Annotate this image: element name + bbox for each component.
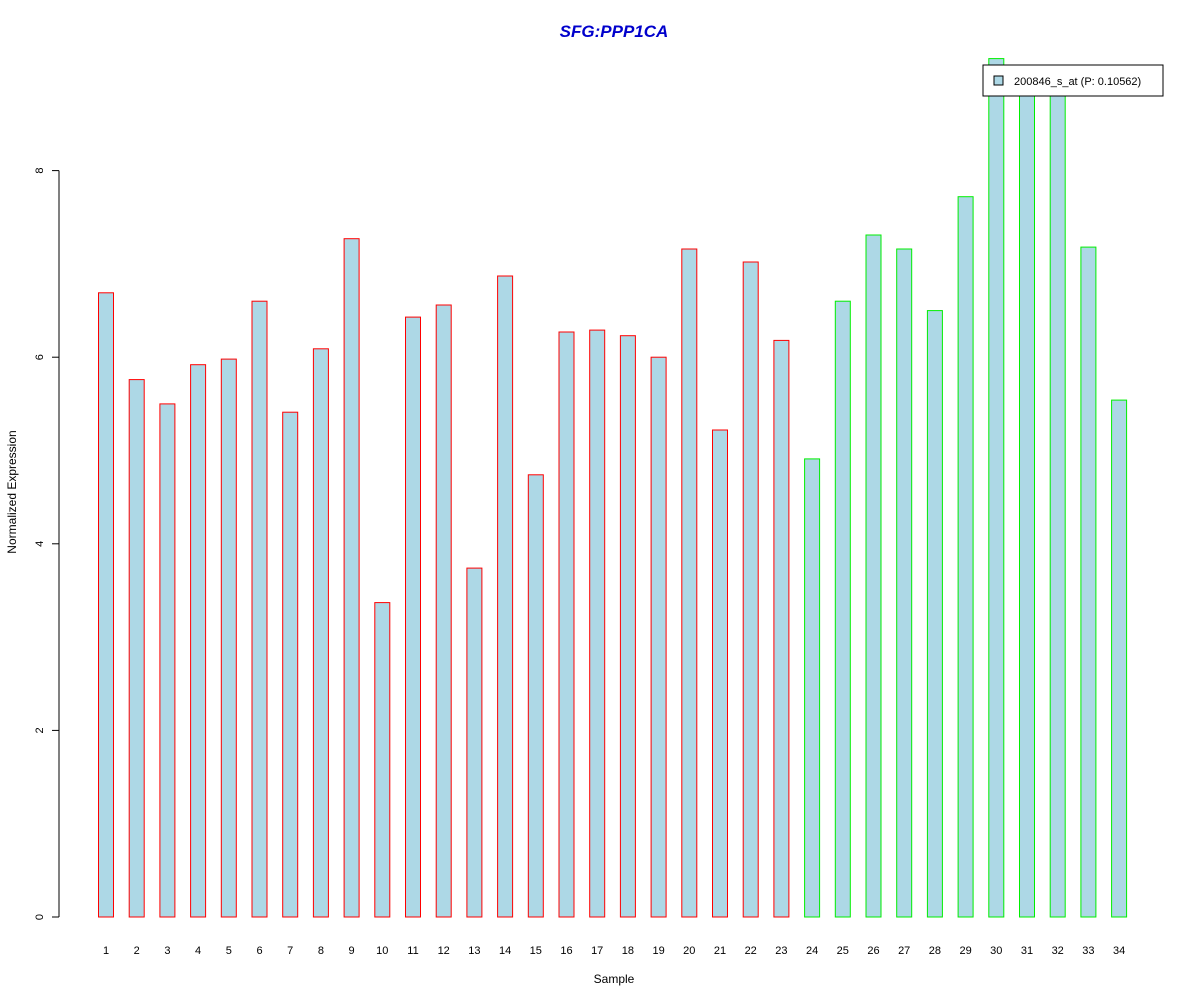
bar-33 — [1080, 246, 1097, 918]
x-tick-label: 4 — [195, 945, 201, 957]
x-tick-label: 32 — [1052, 945, 1064, 957]
bar-30 — [988, 58, 1005, 918]
x-tick-label: 10 — [376, 945, 388, 957]
x-tick-label: 17 — [591, 945, 603, 957]
x-tick-label: 29 — [959, 945, 971, 957]
y-axis-label: Normalized Expression — [5, 430, 19, 553]
x-tick-label: 33 — [1082, 945, 1094, 957]
x-tick-label: 20 — [683, 945, 695, 957]
x-tick-label: 1 — [103, 945, 109, 957]
x-tick-label: 9 — [349, 945, 355, 957]
bars-group — [98, 58, 1128, 918]
bar-31 — [1019, 76, 1035, 918]
x-tick-label: 23 — [775, 945, 787, 957]
bar-3 — [159, 403, 176, 918]
bar-15 — [527, 474, 544, 918]
bar-13 — [466, 567, 483, 918]
y-tick-label: 4 — [34, 541, 46, 547]
bar-6 — [251, 300, 268, 918]
bar-20 — [681, 248, 698, 918]
bar-22 — [742, 261, 759, 918]
bar-19 — [650, 356, 667, 918]
x-tick-label: 18 — [622, 945, 634, 957]
bar-23 — [773, 339, 790, 918]
x-tick-label: 30 — [990, 945, 1002, 957]
bar-21 — [712, 429, 728, 918]
x-tick-label: 22 — [745, 945, 757, 957]
bar-29 — [957, 196, 974, 918]
bar-17 — [589, 329, 606, 918]
x-tick-label: 21 — [714, 945, 726, 957]
bar-11 — [405, 316, 421, 918]
bar-14 — [497, 275, 514, 918]
x-tick-label: 34 — [1113, 945, 1125, 957]
bar-2 — [128, 379, 145, 918]
legend: 200846_s_at (P: 0.10562) — [982, 64, 1164, 97]
x-tick-label: 26 — [867, 945, 879, 957]
x-tick-label: 3 — [164, 945, 170, 957]
y-axis: 0 2 4 6 8 — [34, 168, 60, 920]
bar-26 — [865, 234, 882, 918]
x-tick-label: 28 — [929, 945, 941, 957]
bar-1 — [98, 292, 114, 918]
x-axis-label: Sample — [594, 972, 635, 986]
bar-5 — [220, 358, 237, 918]
bar-10 — [374, 602, 391, 918]
bar-32 — [1049, 76, 1066, 918]
x-tick-label: 16 — [560, 945, 572, 957]
bar-16 — [558, 331, 575, 918]
x-tick-label: 8 — [318, 945, 324, 957]
y-tick-label: 6 — [34, 354, 46, 360]
x-tick-label: 14 — [499, 945, 511, 957]
x-tick-label: 27 — [898, 945, 910, 957]
legend-label: 200846_s_at (P: 0.10562) — [1014, 76, 1141, 88]
x-tick-label: 13 — [468, 945, 480, 957]
bar-7 — [282, 411, 299, 918]
bar-18 — [619, 335, 636, 918]
legend-box — [982, 64, 1164, 97]
x-tick-label: 6 — [256, 945, 262, 957]
x-tick-label: 7 — [287, 945, 293, 957]
y-tick-label: 0 — [34, 914, 46, 920]
legend-swatch — [993, 75, 1004, 86]
x-tick-label: 15 — [530, 945, 542, 957]
bar-27 — [896, 248, 913, 918]
x-tick-label: 24 — [806, 945, 818, 957]
x-tick-label: 25 — [837, 945, 849, 957]
x-tick-label: 19 — [652, 945, 664, 957]
x-tick-label: 2 — [134, 945, 140, 957]
x-tick-label: 12 — [438, 945, 450, 957]
y-tick-label: 2 — [34, 727, 46, 733]
bar-8 — [312, 348, 329, 918]
x-tick-labels: 1 2 3 4 5 6 7 8 9 10 11 12 13 14 15 16 17 18 19 20 21 22 23 24 2… — [103, 945, 1125, 957]
bar-25 — [834, 300, 851, 918]
chart-title: SFG:PPP1CA — [560, 22, 669, 41]
x-tick-label: 11 — [407, 945, 418, 957]
x-tick-label: 31 — [1021, 945, 1033, 957]
bar-24 — [804, 458, 821, 918]
x-tick-label: 5 — [226, 945, 232, 957]
y-tick-label: 8 — [34, 168, 46, 174]
bar-28 — [926, 310, 943, 918]
bar-9 — [343, 238, 360, 918]
bar-12 — [435, 304, 452, 918]
bar-34 — [1111, 399, 1128, 918]
bar-4 — [190, 364, 207, 918]
